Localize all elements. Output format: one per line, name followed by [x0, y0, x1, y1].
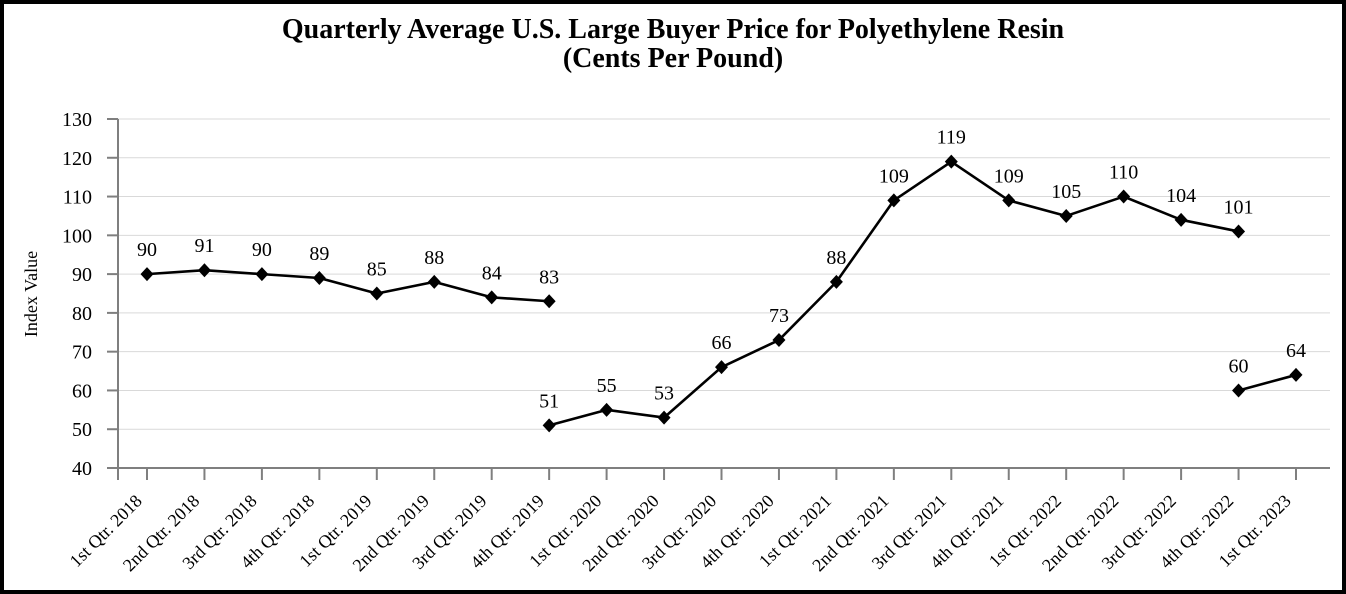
y-tick-label: 130	[62, 109, 92, 131]
series-line-segment-3	[1237, 373, 1298, 392]
data-point-marker	[829, 274, 843, 289]
y-tick-label: 100	[62, 225, 92, 247]
data-point-label: 83	[539, 266, 559, 288]
y-tick-label: 110	[63, 187, 92, 209]
data-point-label: 84	[482, 262, 502, 284]
data-point-label: 105	[1051, 181, 1081, 203]
data-point-marker	[1289, 367, 1303, 382]
data-point-marker	[140, 267, 154, 282]
data-point-marker	[542, 418, 556, 433]
data-point-label: 109	[994, 165, 1024, 187]
data-point-label: 53	[654, 383, 674, 405]
data-point-marker	[542, 294, 556, 309]
data-point-marker	[1232, 383, 1246, 398]
data-point-marker	[1232, 224, 1246, 239]
y-axis-title: Index Value	[21, 251, 41, 337]
data-point-label: 64	[1286, 340, 1306, 362]
data-point-label: 55	[597, 375, 617, 397]
data-point-marker	[772, 333, 786, 348]
data-point-marker	[887, 193, 901, 208]
data-point-label: 110	[1109, 162, 1138, 184]
data-point-marker	[944, 154, 958, 169]
data-point-marker	[1174, 212, 1188, 227]
data-point-label: 90	[137, 239, 157, 261]
data-point-marker	[427, 274, 441, 289]
y-tick-label: 60	[72, 380, 92, 402]
data-point-label: 89	[309, 243, 329, 265]
data-point-label: 73	[769, 305, 789, 327]
y-tick-label: 70	[72, 342, 92, 364]
data-point-label: 66	[712, 332, 732, 354]
chart-title: Quarterly Average U.S. Large Buyer Price…	[281, 14, 1065, 45]
data-point-marker	[370, 286, 384, 301]
y-tick-label: 50	[72, 419, 92, 441]
data-point-label: 88	[424, 247, 444, 269]
y-tick-label: 120	[62, 148, 92, 170]
data-point-marker	[255, 267, 269, 282]
chart-subtitle: (Cents Per Pound)	[562, 43, 784, 74]
data-point-label: 85	[367, 259, 387, 281]
series-line-segment-1	[145, 268, 551, 303]
chart-title-block: Quarterly Average U.S. Large Buyer Price…	[0, 15, 1346, 73]
data-point-marker	[1059, 208, 1073, 223]
data-point-marker	[197, 263, 211, 278]
data-point-label: 91	[194, 235, 214, 257]
data-point-marker	[657, 410, 671, 425]
y-tick-label: 40	[72, 458, 92, 480]
data-point-label: 51	[539, 390, 559, 412]
data-point-label: 90	[252, 239, 272, 261]
data-point-label: 60	[1229, 355, 1249, 377]
data-point-marker	[1002, 193, 1016, 208]
data-point-marker	[485, 290, 499, 305]
data-point-label: 88	[826, 247, 846, 269]
data-point-marker	[312, 270, 326, 285]
data-point-label: 119	[937, 127, 966, 149]
y-tick-label: 90	[72, 264, 92, 286]
data-point-marker	[715, 360, 728, 375]
y-tick-label: 80	[72, 303, 92, 325]
data-point-marker	[1117, 189, 1131, 204]
data-point-label: 109	[879, 165, 909, 187]
data-point-marker	[600, 402, 614, 417]
data-point-label: 104	[1166, 185, 1196, 207]
data-point-label: 101	[1224, 196, 1254, 218]
